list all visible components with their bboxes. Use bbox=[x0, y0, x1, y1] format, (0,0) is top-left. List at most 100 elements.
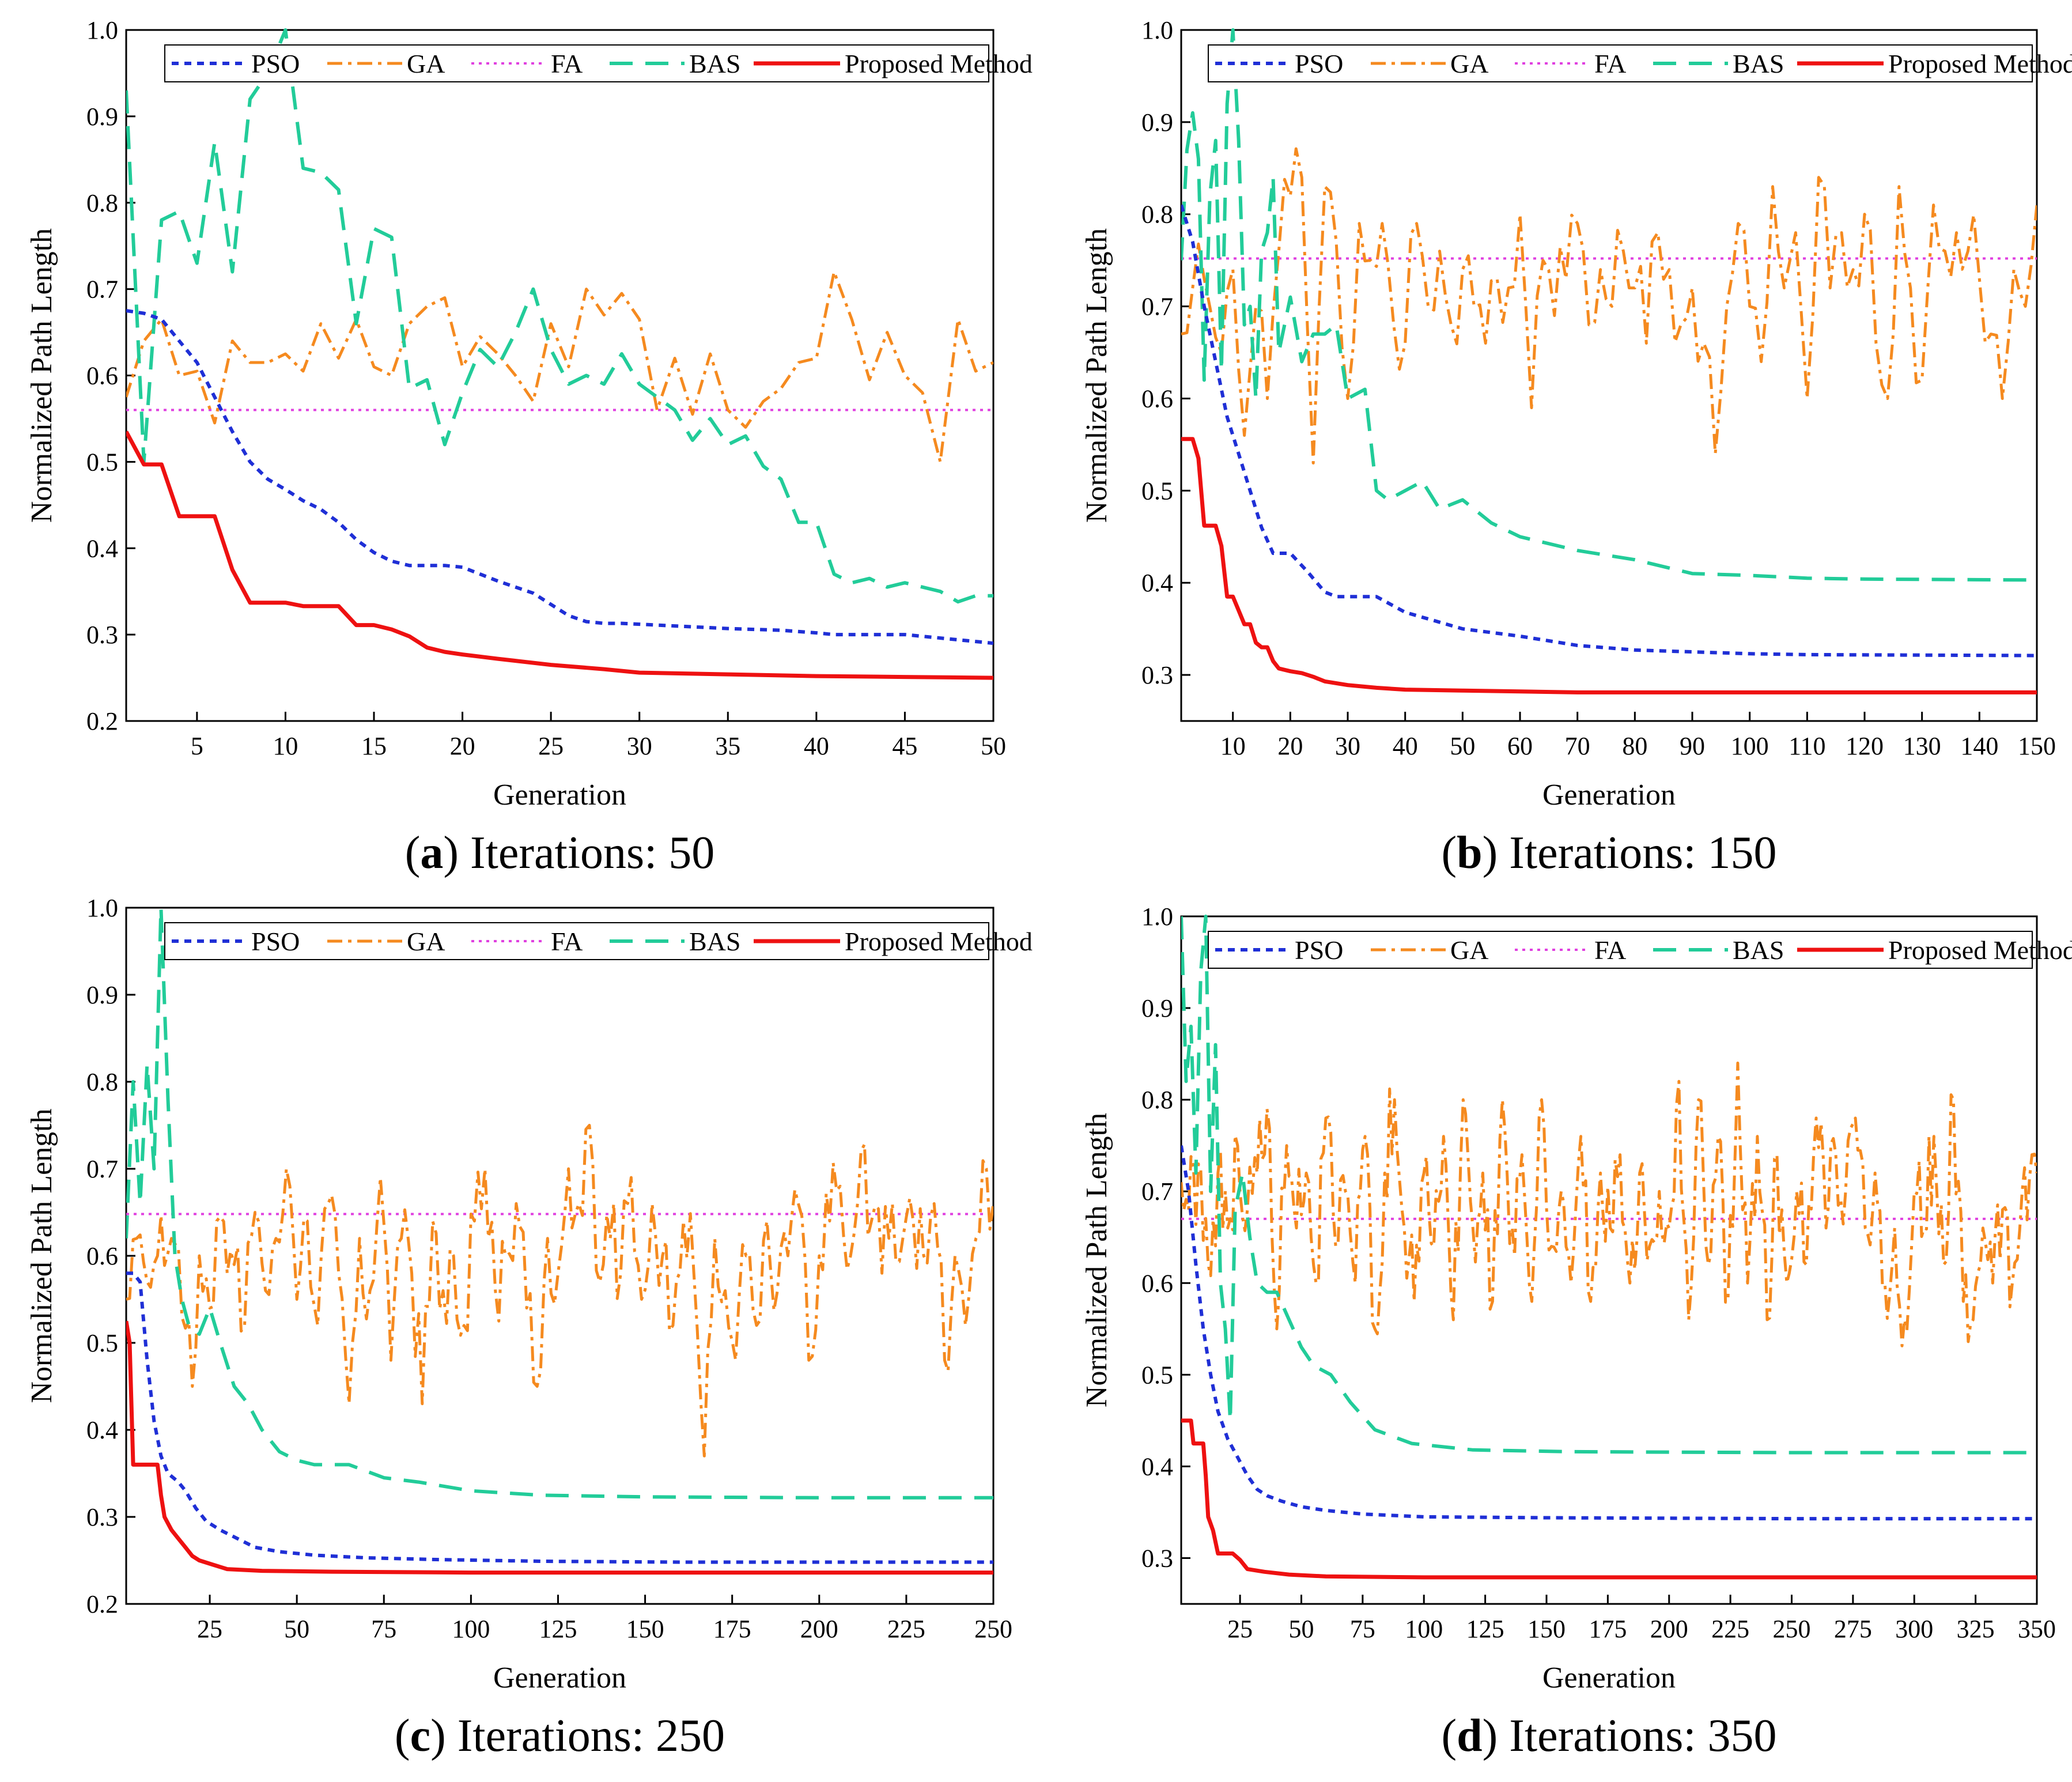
y-axis-label: Normalized Path Length bbox=[1080, 1113, 1113, 1407]
x-tick-label: 150 bbox=[1527, 1615, 1566, 1643]
y-tick-label: 0.4 bbox=[86, 534, 118, 562]
x-tick-label: 80 bbox=[1622, 732, 1647, 760]
legend-item: GA bbox=[1371, 49, 1488, 78]
x-tick-label: 20 bbox=[1277, 732, 1303, 760]
y-tick-label: 0.4 bbox=[86, 1416, 118, 1444]
y-tick-label: 0.7 bbox=[1141, 1177, 1173, 1206]
legend-label: Proposed Method bbox=[1888, 935, 2072, 965]
legend-label: FA bbox=[1594, 935, 1626, 965]
x-tick-label: 125 bbox=[539, 1615, 577, 1643]
x-tick-label: 35 bbox=[715, 732, 740, 760]
y-tick-label: 0.5 bbox=[86, 1329, 118, 1357]
legend-item: PSO bbox=[172, 49, 300, 78]
legend-item: FA bbox=[1515, 49, 1626, 78]
x-tick-label: 225 bbox=[887, 1615, 925, 1643]
y-axis-label: Normalized Path Length bbox=[25, 1108, 58, 1403]
legend-label: Proposed Method bbox=[845, 49, 1033, 78]
x-tick-label: 50 bbox=[1450, 732, 1475, 760]
y-tick-label: 0.3 bbox=[1141, 1544, 1173, 1572]
legend-item: Proposed Method bbox=[754, 927, 1033, 956]
panel-caption: (c) Iterations: 250 bbox=[395, 1711, 725, 1761]
x-tick-label: 130 bbox=[1903, 732, 1941, 760]
x-tick-label: 250 bbox=[974, 1615, 1012, 1643]
x-tick-label: 50 bbox=[1288, 1615, 1314, 1643]
legend-box bbox=[164, 922, 989, 960]
x-tick-label: 150 bbox=[626, 1615, 664, 1643]
series-group bbox=[1181, 915, 2037, 1580]
series-line-proposed-method bbox=[126, 1320, 993, 1575]
y-tick-label: 0.4 bbox=[1141, 1452, 1173, 1481]
caption-letter: a bbox=[420, 828, 443, 878]
x-tick-label: 70 bbox=[1565, 732, 1590, 760]
y-tick-label: 0.8 bbox=[86, 189, 118, 217]
legend-label: BAS bbox=[1733, 49, 1784, 78]
y-tick-label: 0.9 bbox=[86, 103, 118, 131]
x-tick-label: 40 bbox=[804, 732, 829, 760]
panel-caption: (b) Iterations: 150 bbox=[1441, 828, 1776, 878]
x-tick-label: 25 bbox=[197, 1615, 222, 1643]
legend-box bbox=[1208, 931, 2033, 969]
x-tick-label: 30 bbox=[1335, 732, 1360, 760]
x-tick-label: 225 bbox=[1711, 1615, 1749, 1643]
y-tick-label: 0.9 bbox=[86, 981, 118, 1009]
legend-item: Proposed Method bbox=[1797, 935, 2072, 965]
y-axis-label: Normalized Path Length bbox=[25, 228, 58, 523]
series-line-proposed-method bbox=[1181, 437, 2037, 694]
x-tick-label: 75 bbox=[371, 1615, 396, 1643]
chart-panel-d: 0.3 0.4 0.5 0.6 0.7 0.8 0.9 1.0 25 50 75 100 125 150 1… bbox=[1080, 903, 2072, 1761]
y-tick-label: 0.8 bbox=[86, 1068, 118, 1096]
legend-item: GA bbox=[327, 49, 445, 78]
x-tick-label: 20 bbox=[450, 732, 475, 760]
y-tick-label: 0.7 bbox=[86, 275, 118, 304]
x-tick-label: 25 bbox=[538, 732, 564, 760]
x-tick-label: 45 bbox=[892, 732, 917, 760]
series-line-pso bbox=[126, 309, 993, 645]
x-tick-label: 10 bbox=[273, 732, 298, 760]
y-tick-label: 0.3 bbox=[86, 621, 118, 649]
y-tick-label: 0.6 bbox=[86, 362, 118, 390]
y-tick-label: 0.3 bbox=[86, 1503, 118, 1531]
x-tick-label: 175 bbox=[1589, 1615, 1627, 1643]
x-tick-label: 350 bbox=[2018, 1615, 2056, 1643]
plot-frame bbox=[1180, 29, 2038, 722]
legend: PSO GA FA BAS Proposed Method bbox=[1208, 44, 2072, 82]
series-line-pso bbox=[126, 1271, 993, 1564]
x-tick-label: 125 bbox=[1466, 1615, 1504, 1643]
y-tick-label: 1.0 bbox=[86, 16, 118, 44]
y-tick-label: 1.0 bbox=[86, 894, 118, 922]
legend-item: Proposed Method bbox=[754, 49, 1033, 78]
x-tick-label: 110 bbox=[1789, 732, 1825, 760]
y-axis-label: Normalized Path Length bbox=[1080, 228, 1113, 523]
x-axis-label: Generation bbox=[1542, 1662, 1676, 1694]
x-axis-label: Generation bbox=[493, 779, 626, 811]
legend-label: BAS bbox=[689, 49, 740, 78]
chart-panel-c: 0.2 0.3 0.4 0.5 0.6 0.7 0.8 0.9 1.0 25 50 75 100 125 1… bbox=[25, 894, 1033, 1761]
legend-label: Proposed Method bbox=[1888, 49, 2072, 78]
legend-item: FA bbox=[471, 49, 583, 78]
legend-label: GA bbox=[407, 927, 445, 956]
y-tick-label: 0.8 bbox=[1141, 1086, 1173, 1114]
panel-caption: (d) Iterations: 350 bbox=[1441, 1711, 1776, 1761]
y-tick-label: 0.2 bbox=[86, 707, 118, 735]
x-tick-label: 100 bbox=[1731, 732, 1769, 760]
y-tick-label: 0.4 bbox=[1141, 569, 1173, 597]
series-line-pso bbox=[1181, 1145, 2037, 1521]
series-line-proposed-method bbox=[126, 431, 993, 680]
legend: PSO GA FA BAS Proposed Method bbox=[164, 922, 1033, 960]
series-line-ga bbox=[126, 270, 993, 463]
y-tick-label: 0.7 bbox=[86, 1155, 118, 1183]
y-tick-label: 0.2 bbox=[86, 1590, 118, 1618]
legend-item: GA bbox=[327, 927, 445, 956]
chart-panel-a: 0.2 0.3 0.4 0.5 0.6 0.7 0.8 0.9 1.0 5 10 15 20 25 30 35… bbox=[25, 16, 1033, 878]
x-axis-label: Generation bbox=[1542, 779, 1676, 811]
x-tick-label: 90 bbox=[1680, 732, 1705, 760]
x-tick-label: 60 bbox=[1507, 732, 1533, 760]
x-tick-label: 200 bbox=[1650, 1615, 1688, 1643]
x-axis-label: Generation bbox=[493, 1662, 626, 1694]
legend-label: FA bbox=[1594, 49, 1626, 78]
y-tick-label: 1.0 bbox=[1141, 16, 1173, 44]
legend: PSO GA FA BAS Proposed Method bbox=[164, 44, 1033, 82]
legend-label: GA bbox=[407, 49, 445, 78]
legend-label: BAS bbox=[689, 927, 740, 956]
